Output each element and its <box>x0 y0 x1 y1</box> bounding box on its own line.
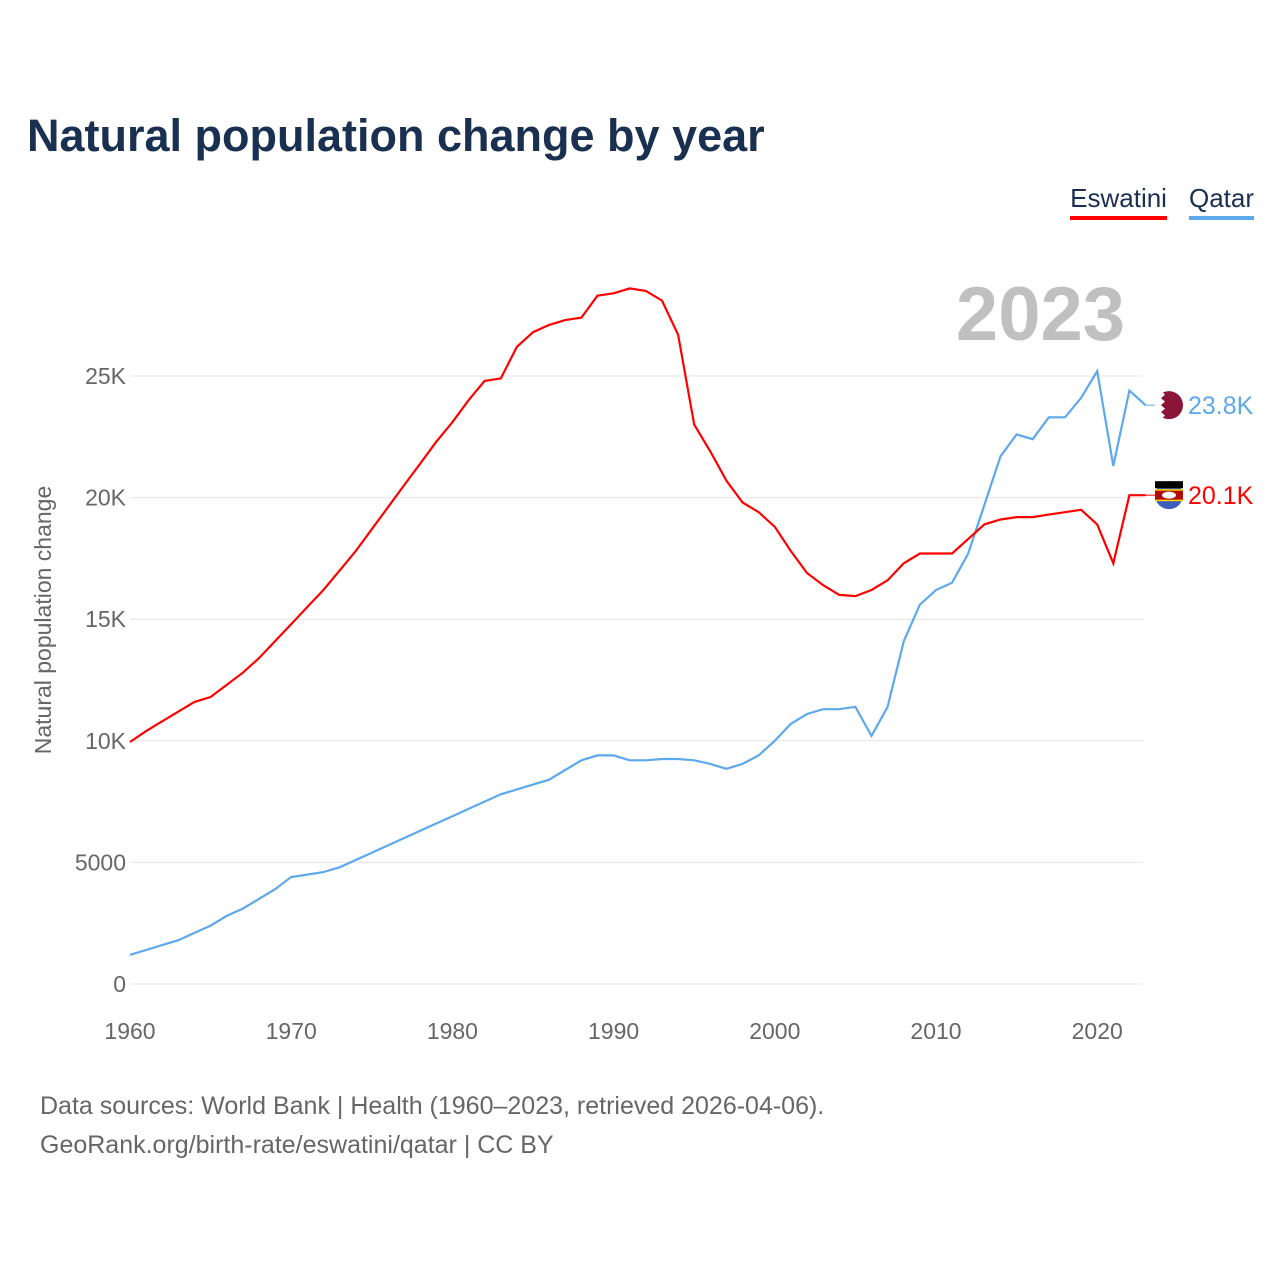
x-tick-label: 2010 <box>910 1018 961 1044</box>
legend: Eswatini Qatar <box>1070 183 1254 220</box>
license-link[interactable]: GeoRank.org/birth-rate/eswatini/qatar | … <box>40 1131 554 1159</box>
x-tick-label: 1970 <box>266 1018 317 1044</box>
legend-qatar[interactable]: Qatar <box>1188 183 1254 220</box>
eswatini-flag-icon <box>1155 481 1183 510</box>
chart-title: Natural population change by year <box>27 110 765 161</box>
series-line-eswatini <box>129 287 1146 743</box>
x-tick-label: 1960 <box>104 1018 155 1044</box>
x-tick-label: 1990 <box>588 1018 639 1044</box>
y-tick-label: 10K <box>85 728 127 754</box>
year-label: 2023 <box>956 272 1125 357</box>
y-tick-label: 5000 <box>75 849 126 875</box>
y-tick-label: 20K <box>85 485 127 511</box>
x-tick-label: 2020 <box>1072 1018 1123 1044</box>
x-tick-label: 1980 <box>427 1018 478 1044</box>
y-tick-label: 0 <box>113 971 126 997</box>
y-tick-label: 25K <box>85 363 127 389</box>
y-tick-label: 15K <box>85 606 127 632</box>
y-axis-title: Natural population change <box>30 486 56 755</box>
footer: Data sources: World Bank | Health (1960–… <box>40 1087 824 1165</box>
legend-eswatini[interactable]: Eswatini <box>1070 183 1167 220</box>
x-tick-label: 2000 <box>749 1018 800 1044</box>
end-value-label: 20.1K <box>1188 482 1254 510</box>
end-value-label: 23.8K <box>1188 392 1254 420</box>
series-line-qatar <box>129 367 1147 956</box>
qatar-flag-icon <box>1155 391 1183 420</box>
source-text: Data sources: World Bank | Health (1960–… <box>40 1092 825 1120</box>
